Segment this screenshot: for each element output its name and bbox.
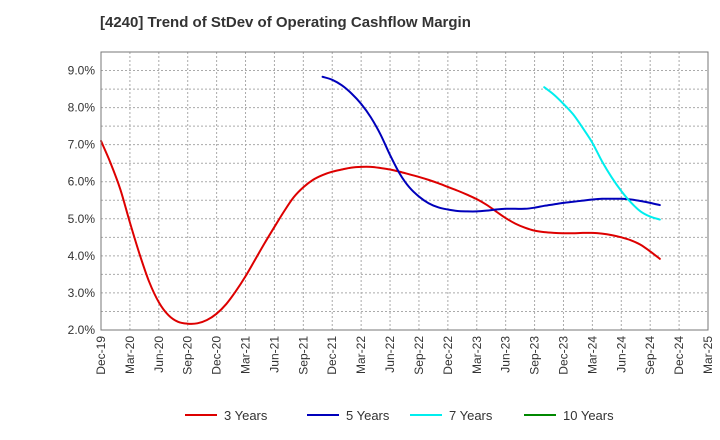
x-tick-label: Sep-24	[643, 336, 657, 375]
x-tick-label: Mar-21	[239, 336, 253, 374]
y-tick-label: 8.0%	[68, 101, 96, 115]
x-axis-tick-labels: Dec-19 Mar-20 Jun-20 Sep-20 Dec-20 Mar-21 Jun-…	[94, 336, 715, 375]
x-tick-label: Sep-20	[181, 336, 195, 375]
legend-label: 3 Years	[224, 408, 268, 423]
x-tick-label: Dec-23	[556, 336, 570, 375]
y-tick-label: 2.0%	[68, 323, 96, 337]
series-line-2	[321, 75, 661, 213]
x-tick-label: Jun-22	[383, 336, 397, 373]
y-tick-label: 6.0%	[68, 175, 96, 189]
y-tick-label: 7.0%	[68, 138, 96, 152]
x-tick-label: Jun-21	[267, 336, 281, 373]
x-tick-label: Dec-19	[94, 336, 108, 375]
x-tick-label: Jun-24	[614, 336, 628, 373]
x-tick-label: Dec-22	[441, 336, 455, 375]
x-tick-label: Jun-20	[152, 336, 166, 373]
x-tick-label: Dec-24	[672, 336, 686, 375]
x-tick-label: Mar-22	[354, 336, 368, 374]
x-tick-label: Jun-23	[499, 336, 513, 373]
x-tick-label: Mar-25	[701, 336, 715, 374]
y-tick-label: 5.0%	[68, 212, 96, 226]
plot-frame	[100, 51, 709, 331]
chart-title: [4240] Trend of StDev of Operating Cashf…	[100, 14, 471, 31]
y-tick-label: 9.0%	[68, 64, 96, 78]
legend-label: 7 Years	[449, 408, 493, 423]
x-tick-label: Sep-23	[528, 336, 542, 375]
x-tick-label: Dec-20	[210, 336, 224, 375]
series-layer	[100, 75, 661, 325]
legend-label: 5 Years	[346, 408, 390, 423]
grid-layer	[100, 51, 709, 331]
x-tick-label: Mar-24	[585, 336, 599, 374]
x-tick-label: Dec-21	[325, 336, 339, 375]
y-tick-label: 4.0%	[68, 249, 96, 263]
x-tick-label: Sep-22	[412, 336, 426, 375]
legend-label: 10 Years	[563, 408, 614, 423]
series-line-3	[543, 86, 661, 221]
x-tick-label: Mar-20	[123, 336, 137, 374]
y-axis-tick-labels: 9.0% 8.0% 7.0% 6.0% 5.0% 4.0% 3.0% 2.0%	[68, 64, 96, 337]
y-tick-label: 3.0%	[68, 286, 96, 300]
legend: 3 Years 5 Years 7 Years 10 Years	[185, 408, 614, 423]
x-tick-label: Sep-21	[296, 336, 310, 375]
x-tick-label: Mar-23	[470, 336, 484, 374]
series-line-1	[100, 139, 661, 325]
